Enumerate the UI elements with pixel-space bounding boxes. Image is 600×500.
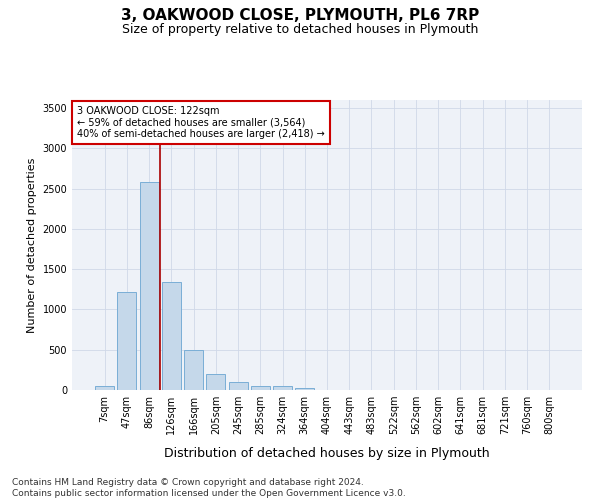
Text: 3 OAKWOOD CLOSE: 122sqm
← 59% of detached houses are smaller (3,564)
40% of semi: 3 OAKWOOD CLOSE: 122sqm ← 59% of detache… [77,106,325,139]
Bar [273,386,292,390]
Bar [229,382,248,390]
Bar [251,386,270,390]
Bar [95,386,114,390]
Bar [295,388,314,390]
Bar [118,292,136,390]
Bar [184,350,203,390]
Text: Size of property relative to detached houses in Plymouth: Size of property relative to detached ho… [122,22,478,36]
Bar [140,182,158,390]
Text: Distribution of detached houses by size in Plymouth: Distribution of detached houses by size … [164,448,490,460]
Text: Contains HM Land Registry data © Crown copyright and database right 2024.
Contai: Contains HM Land Registry data © Crown c… [12,478,406,498]
Bar [206,374,225,390]
Text: 3, OAKWOOD CLOSE, PLYMOUTH, PL6 7RP: 3, OAKWOOD CLOSE, PLYMOUTH, PL6 7RP [121,8,479,22]
Bar [162,282,181,390]
Y-axis label: Number of detached properties: Number of detached properties [27,158,37,332]
